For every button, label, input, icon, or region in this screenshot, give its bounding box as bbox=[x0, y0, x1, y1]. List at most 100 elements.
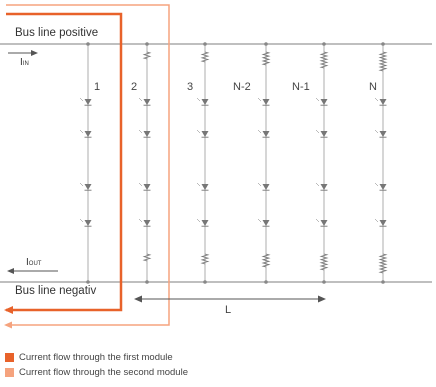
module-label-n-minus-2: N-2 bbox=[233, 81, 251, 93]
resistor-top bbox=[319, 51, 329, 69]
led-emission-mark bbox=[196, 97, 201, 102]
legend-swatch-first-module bbox=[5, 353, 14, 362]
led-emission-mark bbox=[374, 129, 379, 134]
led-emission-mark bbox=[315, 182, 320, 187]
i-in-subscript: IN bbox=[22, 61, 29, 67]
led-diode-icon bbox=[84, 220, 92, 226]
junction-dot bbox=[86, 42, 90, 46]
current-path-second-module bbox=[6, 4, 170, 326]
led-emission-mark bbox=[315, 129, 320, 134]
junction-dot bbox=[145, 42, 149, 46]
junction-dot bbox=[381, 42, 385, 46]
led-diode-icon bbox=[262, 184, 270, 190]
led-emission-mark bbox=[257, 129, 262, 134]
led-diode-icon bbox=[201, 131, 209, 137]
resistor-bottom bbox=[319, 253, 329, 271]
i-in-label: IIN bbox=[20, 57, 29, 68]
module-label-n: N bbox=[369, 81, 377, 93]
led-emission-mark bbox=[79, 129, 84, 134]
i-out-subscript: OUT bbox=[28, 261, 42, 267]
led-emission-mark bbox=[138, 97, 143, 102]
resistor-top bbox=[200, 51, 210, 63]
current-path-first-module bbox=[6, 12, 123, 312]
led-emission-mark bbox=[79, 182, 84, 187]
led-emission-mark bbox=[196, 218, 201, 223]
led-emission-mark bbox=[79, 218, 84, 223]
resistor-bottom bbox=[261, 253, 271, 268]
resistor-top bbox=[378, 51, 388, 72]
module-label-n-minus-1: N-1 bbox=[292, 81, 310, 93]
led-emission-mark bbox=[196, 182, 201, 187]
junction-dot bbox=[203, 280, 207, 284]
led-emission-mark bbox=[138, 218, 143, 223]
legend-label-first-module: Current flow through the first module bbox=[19, 352, 173, 363]
i-out-arrowhead bbox=[7, 268, 14, 274]
led-diode-icon bbox=[84, 131, 92, 137]
legend-item-first-module: Current flow through the first module bbox=[5, 352, 173, 363]
led-emission-mark bbox=[374, 97, 379, 102]
led-emission-mark bbox=[196, 129, 201, 134]
led-diode-icon bbox=[320, 184, 328, 190]
i-in-symbol: I bbox=[20, 57, 23, 68]
led-modules bbox=[79, 42, 388, 284]
resistor-bottom bbox=[200, 253, 210, 265]
legend-label-second-module: Current flow through the second module bbox=[19, 367, 188, 378]
led-diode-icon bbox=[143, 131, 151, 137]
led-emission-mark bbox=[257, 218, 262, 223]
i-out-label: IOUT bbox=[26, 257, 41, 268]
resistor-bottom bbox=[378, 253, 388, 274]
led-diode-icon bbox=[84, 184, 92, 190]
arrowhead-first-module bbox=[4, 306, 13, 314]
junction-dot bbox=[264, 280, 268, 284]
led-emission-mark bbox=[315, 97, 320, 102]
led-emission-mark bbox=[138, 129, 143, 134]
arrowhead-second-module bbox=[4, 321, 12, 329]
led-diode-icon bbox=[143, 220, 151, 226]
junction-dot bbox=[322, 42, 326, 46]
led-diode-icon bbox=[262, 99, 270, 105]
bus-line-positive-label: Bus line positive bbox=[15, 27, 99, 39]
led-diode-icon bbox=[143, 99, 151, 105]
led-diode-icon bbox=[201, 184, 209, 190]
junction-dot bbox=[322, 280, 326, 284]
led-diode-icon bbox=[379, 184, 387, 190]
led-diode-icon bbox=[201, 99, 209, 105]
resistor-bottom bbox=[142, 253, 152, 262]
junction-dot bbox=[381, 280, 385, 284]
led-diode-icon bbox=[379, 131, 387, 137]
led-diode-icon bbox=[143, 184, 151, 190]
led-diode-icon bbox=[320, 220, 328, 226]
led-emission-mark bbox=[374, 218, 379, 223]
legend-item-second-module: Current flow through the second module bbox=[5, 367, 188, 378]
led-emission-mark bbox=[138, 182, 143, 187]
led-emission-mark bbox=[79, 97, 84, 102]
distance-arrowhead-right bbox=[318, 295, 326, 303]
junction-dot bbox=[264, 42, 268, 46]
led-diode-icon bbox=[379, 220, 387, 226]
led-diode-icon bbox=[320, 131, 328, 137]
led-emission-mark bbox=[257, 182, 262, 187]
led-diode-icon bbox=[201, 220, 209, 226]
led-diode-icon bbox=[262, 220, 270, 226]
distance-arrowhead-left bbox=[134, 295, 142, 303]
legend-swatch-second-module bbox=[5, 368, 14, 377]
module-label-1: 1 bbox=[94, 81, 101, 93]
led-diode-icon bbox=[320, 99, 328, 105]
i-out-symbol: I bbox=[26, 257, 29, 268]
led-diode-icon bbox=[379, 99, 387, 105]
led-emission-mark bbox=[374, 182, 379, 187]
junction-dot bbox=[86, 280, 90, 284]
led-diode-icon bbox=[262, 131, 270, 137]
module-label-3: 3 bbox=[187, 81, 194, 93]
junction-dot bbox=[145, 280, 149, 284]
led-emission-mark bbox=[257, 97, 262, 102]
led-emission-mark bbox=[315, 218, 320, 223]
module-label-2: 2 bbox=[131, 81, 138, 93]
resistor-top bbox=[142, 51, 152, 60]
resistor-top bbox=[261, 51, 271, 66]
i-in-arrowhead bbox=[31, 50, 38, 56]
bus-line-negative-label: Bus line negativ bbox=[15, 285, 97, 297]
led-diode-icon bbox=[84, 99, 92, 105]
junction-dot bbox=[203, 42, 207, 46]
